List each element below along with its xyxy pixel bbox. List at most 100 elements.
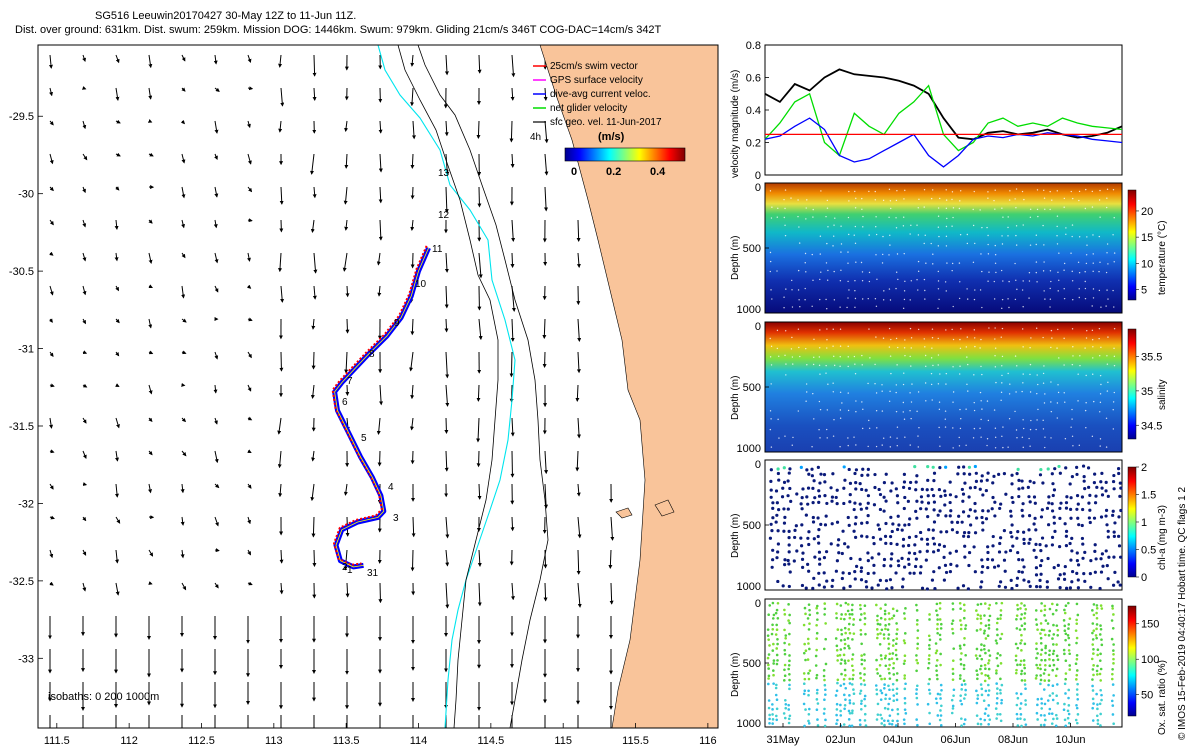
chla-point (787, 529, 791, 534)
oxygen-point (999, 692, 1002, 695)
sample-dot (1022, 306, 1024, 308)
sample-dot (945, 207, 948, 210)
oxygen-point (775, 707, 779, 711)
oxygen-point (1023, 672, 1027, 675)
oxygen-point (896, 719, 899, 723)
chla-point (842, 486, 846, 490)
chla-point (771, 501, 775, 505)
sample-dot (826, 279, 829, 281)
oxygen-point (823, 683, 827, 687)
chla-point (948, 514, 952, 518)
sample-dot (797, 269, 800, 272)
depth-tick: 0 (755, 321, 761, 333)
oxygen-point (979, 617, 983, 620)
sample-dot (811, 253, 813, 256)
chla-point (961, 584, 966, 588)
sample-dot (777, 207, 779, 210)
oxygen-point (860, 658, 864, 662)
chla-point (873, 485, 877, 490)
sample-dot (917, 446, 920, 448)
sample-dot (904, 339, 906, 341)
velocity-vector (180, 549, 185, 559)
oxygen-point (822, 674, 826, 678)
oxygen-point (888, 652, 892, 656)
chla-point (957, 514, 961, 518)
chla-point (872, 563, 876, 567)
chla-point (968, 472, 972, 476)
sample-dot (897, 346, 899, 349)
oxygen-point (876, 633, 880, 636)
oxygen-point (1014, 658, 1018, 662)
oxygen-point (1019, 641, 1022, 645)
sample-dot (840, 269, 842, 272)
oxygen-point (895, 687, 899, 691)
velocity-vector (280, 285, 285, 303)
sample-dot (980, 365, 982, 368)
velocity-vector (148, 581, 153, 585)
oxygen-point (859, 676, 863, 680)
chla-point (1022, 537, 1026, 541)
oxygen-point (1064, 659, 1068, 663)
oxygen-point (938, 618, 942, 621)
oxygen-point (1044, 651, 1047, 655)
sample-dot (1001, 382, 1003, 384)
sample-dot (979, 209, 981, 211)
oxygen-point (888, 697, 891, 701)
chla-point (783, 515, 787, 519)
oxygen-point (1095, 623, 1099, 626)
chla-point (774, 520, 778, 524)
oxygen-point (888, 677, 892, 680)
oxygen-point (1034, 677, 1038, 680)
velocity-vector (82, 549, 87, 556)
oxygen-point (1039, 653, 1043, 656)
chla-point (1058, 544, 1062, 549)
oxygen-point (1051, 637, 1054, 640)
oxygen-point (802, 623, 806, 627)
velocity-vector (49, 417, 54, 429)
oxygen-point (928, 688, 931, 692)
velocity-vector (214, 450, 219, 464)
sample-dot (1036, 374, 1038, 376)
sample-dot (1078, 272, 1081, 274)
oxygen-point (1036, 666, 1040, 670)
chla-point (842, 501, 846, 506)
sample-dot (819, 298, 821, 301)
oxygen-point (962, 616, 966, 620)
oxygen-point (860, 699, 863, 703)
sample-dot (889, 355, 892, 357)
oxygen-point (788, 683, 791, 687)
sample-dot (847, 280, 849, 283)
oxygen-point (787, 603, 790, 606)
oxygen-point (903, 612, 906, 615)
chla-point (853, 501, 857, 505)
chla-point (1063, 564, 1067, 569)
oxygen-point (915, 658, 918, 662)
oxygen-point (847, 659, 850, 662)
oxygen-point (1020, 613, 1024, 616)
oxygen-point (784, 698, 787, 702)
oxygen-point (863, 604, 867, 608)
chla-point (1033, 516, 1037, 520)
sample-dot (938, 426, 940, 429)
sample-dot (1022, 382, 1024, 384)
chla-point (936, 548, 940, 552)
oxygen-point (836, 654, 840, 657)
oxygen-point (767, 638, 770, 641)
chla-point (1099, 570, 1104, 574)
velocity-vector (114, 252, 119, 262)
oxygen-point (927, 661, 931, 665)
oxygen-point (1020, 649, 1023, 652)
chla-point (999, 502, 1003, 506)
sample-dot (1085, 402, 1087, 404)
chla-point (1070, 580, 1074, 584)
oxygen-point (987, 704, 991, 707)
chla-point (926, 515, 930, 519)
chla-point (957, 465, 961, 469)
chla-point (860, 534, 864, 538)
oxygen-point (883, 618, 887, 621)
sample-dot (855, 444, 857, 446)
chla-point (981, 521, 985, 525)
sample-dot (799, 306, 801, 308)
oxygen-point (823, 724, 827, 728)
oxygen-point (784, 703, 788, 706)
